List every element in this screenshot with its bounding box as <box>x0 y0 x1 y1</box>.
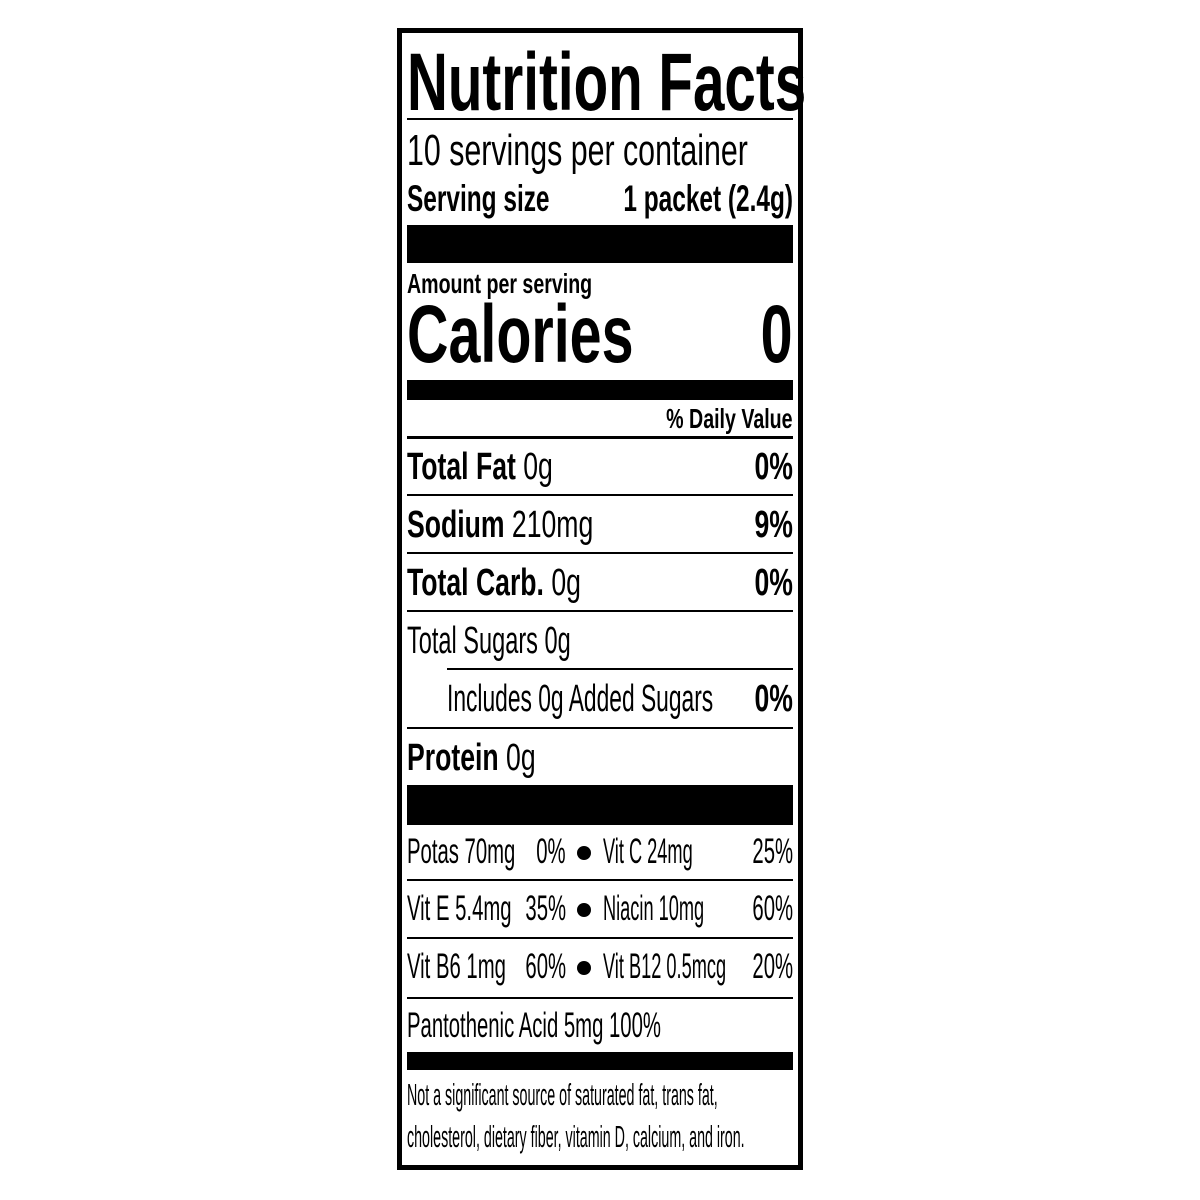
bullet-icon <box>577 961 591 975</box>
micronutrient-right-dv: 25% <box>752 832 793 871</box>
nutrient-amount: 0g <box>515 446 553 488</box>
nutrient-name: Total Carb. <box>407 562 544 604</box>
footnote-line: cholesterol, dietary fiber, vitamin D, c… <box>407 1119 745 1154</box>
bullet-icon <box>577 903 591 917</box>
thick-divider <box>407 225 793 263</box>
nutrient-amount: 0g <box>498 737 536 779</box>
divider <box>407 997 793 999</box>
nutrient-dv: 0% <box>754 678 793 720</box>
micronutrient-left-dv: 0% <box>536 832 566 871</box>
nutrient-name: Protein <box>407 737 499 779</box>
pantothenic-acid: Pantothenic Acid 5mg 100% <box>407 1006 661 1045</box>
serving-size-label: Serving size <box>407 178 550 219</box>
micronutrient-left: Vit B6 1mg <box>407 947 506 986</box>
micronutrient-left: Vit E 5.4mg <box>407 889 512 928</box>
micronutrient-right-dv: 20% <box>752 947 793 986</box>
divider <box>407 879 793 881</box>
nutrient-added-sugars: Includes 0g Added Sugars <box>447 678 714 720</box>
nutrient-dv: 9% <box>754 504 793 546</box>
nutrient-total-carb: Total Carb. 0g <box>407 555 581 611</box>
footnote-line: Not a significant source of saturated fa… <box>407 1077 718 1112</box>
serving-size-value: 1 packet (2.4g) <box>623 178 793 219</box>
divider <box>407 552 793 554</box>
nutrient-sodium: Sodium 210mg <box>407 497 593 553</box>
nutrient-protein: Protein 0g <box>407 730 536 786</box>
bullet-icon <box>577 846 591 860</box>
calories-label: Calories <box>407 289 634 380</box>
daily-value-header: % Daily Value <box>666 403 793 434</box>
divider <box>407 937 793 939</box>
nutrient-name: Sodium <box>407 504 505 546</box>
divider <box>407 436 793 439</box>
nutrient-amount: 210mg <box>504 504 594 546</box>
micronutrient-right: Vit C 24mg <box>603 832 693 871</box>
divider <box>407 118 793 120</box>
micronutrient-left: Potas 70mg <box>407 832 516 871</box>
nutrient-amount: 0g <box>543 562 581 604</box>
micronutrient-right-dv: 60% <box>752 889 793 928</box>
nutrient-dv: 0% <box>754 446 793 488</box>
calories-value: 0 <box>761 289 793 380</box>
servings-per-container: 10 servings per container <box>407 126 748 175</box>
divider <box>407 610 793 612</box>
nutrient-total-fat: Total Fat 0g <box>407 439 553 495</box>
label-title: Nutrition Facts <box>407 37 807 128</box>
micronutrient-left-dv: 60% <box>525 947 566 986</box>
micronutrient-right: Niacin 10mg <box>603 889 705 928</box>
divider <box>407 494 793 496</box>
nutrient-dv: 0% <box>754 562 793 604</box>
nutrient-name: Total Fat <box>407 446 516 488</box>
divider <box>447 668 793 670</box>
micronutrient-right: Vit B12 0.5mcg <box>603 947 727 986</box>
amount-per-serving: Amount per serving <box>407 268 593 299</box>
divider <box>407 727 793 729</box>
micronutrient-left-dv: 35% <box>525 889 566 928</box>
nutrient-total-sugars: Total Sugars 0g <box>407 620 571 662</box>
thick-divider <box>407 785 793 825</box>
thick-divider <box>407 1052 793 1070</box>
thick-divider <box>407 380 793 400</box>
nutrition-label-border <box>397 28 803 1170</box>
